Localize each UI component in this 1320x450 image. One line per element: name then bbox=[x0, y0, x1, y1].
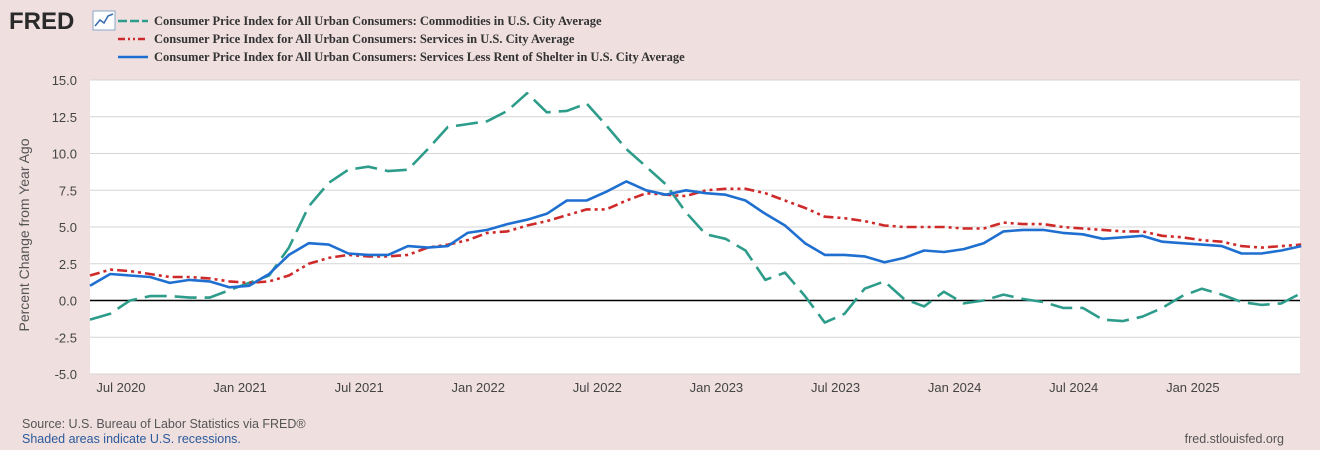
y-tick-label: 7.5 bbox=[59, 183, 77, 198]
series-line-0 bbox=[89, 91, 1302, 324]
y-tick-label: 12.5 bbox=[52, 110, 77, 125]
legend-item-services-less-shelter: Consumer Price Index for All Urban Consu… bbox=[118, 48, 685, 66]
x-tick-label: Jul 2023 bbox=[811, 380, 860, 395]
source-note: Source: U.S. Bureau of Labor Statistics … bbox=[22, 417, 306, 431]
y-tick-label: 10.0 bbox=[52, 147, 77, 162]
x-tick-label: Jan 2025 bbox=[1166, 380, 1220, 395]
y-tick-label: -5.0 bbox=[55, 367, 77, 382]
x-tick-label: Jan 2021 bbox=[213, 380, 267, 395]
fred-chart-icon bbox=[92, 10, 116, 31]
y-tick-label: 15.0 bbox=[52, 73, 77, 88]
legend: Consumer Price Index for All Urban Consu… bbox=[118, 12, 685, 66]
legend-label-services: Consumer Price Index for All Urban Consu… bbox=[154, 31, 575, 46]
series-line-1 bbox=[89, 187, 1302, 285]
legend-label-commodities: Consumer Price Index for All Urban Consu… bbox=[154, 13, 602, 28]
x-tick-label: Jul 2024 bbox=[1049, 380, 1098, 395]
y-tick-label: 0.0 bbox=[59, 294, 77, 309]
x-tick-label: Jul 2020 bbox=[96, 380, 145, 395]
y-axis-ticks: 15.0 12.5 10.0 7.5 5.0 2.5 0.0 -2.5 -5.0 bbox=[52, 73, 77, 382]
recessions-note: Shaded areas indicate U.S. recessions. bbox=[22, 432, 241, 446]
chart: 15.0 12.5 10.0 7.5 5.0 2.5 0.0 -2.5 -5.0 Jul 202… bbox=[16, 73, 1302, 395]
x-tick-label: Jan 2023 bbox=[690, 380, 744, 395]
series-line-2 bbox=[89, 180, 1302, 289]
y-tick-label: 5.0 bbox=[59, 220, 77, 235]
x-tick-label: Jan 2024 bbox=[928, 380, 982, 395]
footer-notes: Source: U.S. Bureau of Labor Statistics … bbox=[22, 417, 306, 447]
legend-swatch-services bbox=[118, 37, 148, 41]
x-tick-label: Jan 2022 bbox=[451, 380, 505, 395]
series-lines bbox=[89, 91, 1302, 324]
y-tick-label: 2.5 bbox=[59, 257, 77, 272]
y-axis-label: Percent Change from Year Ago bbox=[16, 138, 32, 331]
legend-label-services-less-shelter: Consumer Price Index for All Urban Consu… bbox=[154, 49, 685, 64]
legend-swatch-commodities bbox=[118, 19, 148, 23]
site-url: fred.stlouisfed.org bbox=[1184, 432, 1284, 446]
fred-logo-text: FRED bbox=[9, 8, 74, 35]
x-axis-ticks: Jul 2020 Jan 2021 Jul 2021 Jan 2022 Jul 2022… bbox=[96, 380, 1219, 395]
x-tick-label: Jul 2022 bbox=[573, 380, 622, 395]
legend-item-commodities: Consumer Price Index for All Urban Consu… bbox=[118, 12, 685, 30]
y-tick-label: -2.5 bbox=[55, 330, 77, 345]
legend-item-services: Consumer Price Index for All Urban Consu… bbox=[118, 30, 685, 48]
fred-logo: FRED bbox=[9, 8, 116, 35]
x-tick-label: Jul 2021 bbox=[335, 380, 384, 395]
legend-swatch-services-less-shelter bbox=[118, 55, 148, 59]
